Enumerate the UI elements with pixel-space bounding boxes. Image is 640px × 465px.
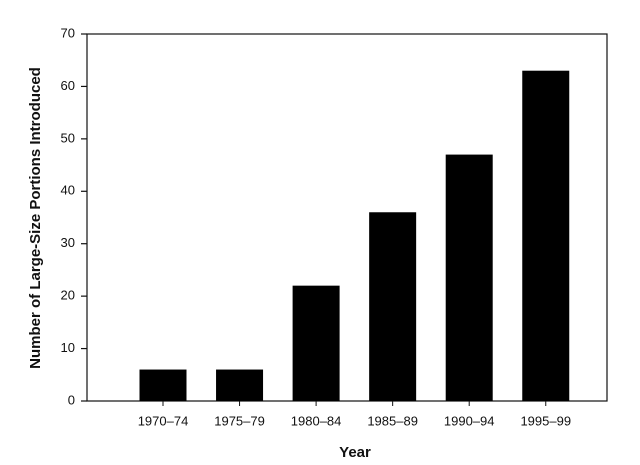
bar <box>216 369 264 401</box>
y-tick-label: 40 <box>61 183 75 198</box>
bar <box>369 212 417 401</box>
y-tick-label: 0 <box>68 392 75 407</box>
x-tick-label: 1995–99 <box>520 413 571 428</box>
x-tick-label: 1975–79 <box>214 413 265 428</box>
y-tick-label: 70 <box>61 25 75 40</box>
x-tick-label: 1985–89 <box>367 413 418 428</box>
y-tick-label: 10 <box>61 340 75 355</box>
y-tick-label: 30 <box>61 235 75 250</box>
y-tick-label: 60 <box>61 78 75 93</box>
y-tick-label: 50 <box>61 130 75 145</box>
bar <box>292 285 340 401</box>
x-tick-label: 1990–94 <box>444 413 495 428</box>
bar <box>139 369 187 401</box>
plot-frame <box>86 33 608 402</box>
y-tick-label: 20 <box>61 288 75 303</box>
x-axis-title: Year <box>339 444 371 461</box>
bar <box>522 70 570 401</box>
y-axis-title: Number of Large-Size Portions Introduced <box>27 67 44 369</box>
x-tick-label: 1970–74 <box>138 413 189 428</box>
x-tick-label: 1980–84 <box>291 413 342 428</box>
bar <box>445 154 493 401</box>
